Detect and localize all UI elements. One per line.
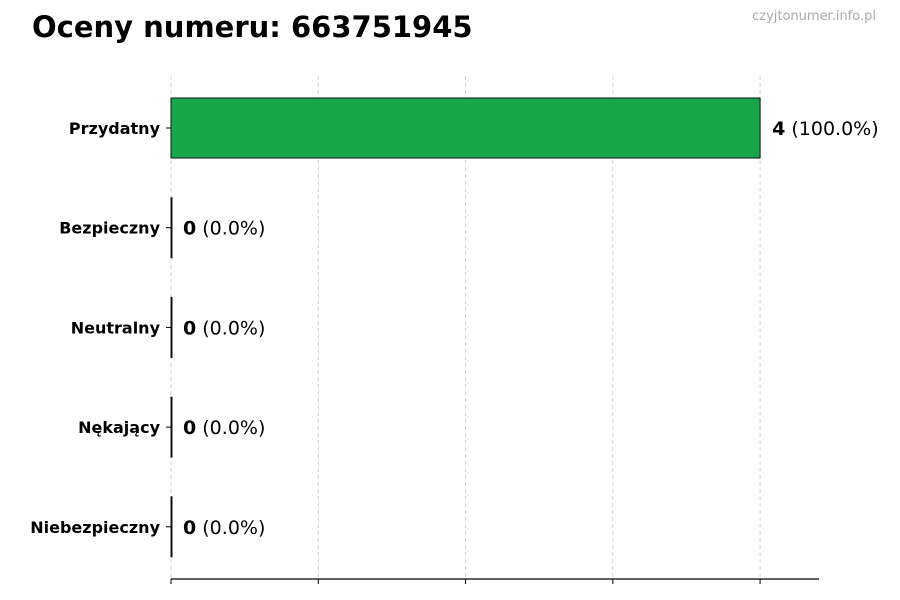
category-label: Przydatny xyxy=(69,119,161,138)
watermark: czyjtonumer.info.pl xyxy=(752,9,876,24)
bar xyxy=(170,97,761,159)
percent-label: (0.0%) xyxy=(196,317,265,339)
category-label: Neutralny xyxy=(71,318,161,337)
percent-label: (0.0%) xyxy=(196,517,265,539)
data-label: 0 (0.0%) xyxy=(183,317,265,339)
percent-label: (0.0%) xyxy=(196,417,265,439)
value-label: 0 xyxy=(183,417,196,439)
data-label: 0 (0.0%) xyxy=(183,218,265,240)
chart-title: Oceny numeru: 663751945 xyxy=(32,10,473,44)
category-label: Niebezpieczny xyxy=(30,518,160,537)
bar xyxy=(170,396,173,458)
category-label: Nękający xyxy=(78,418,160,437)
bar xyxy=(170,197,173,259)
value-label: 0 xyxy=(183,517,196,539)
bar xyxy=(170,496,173,558)
percent-label: (0.0%) xyxy=(196,218,265,240)
value-label: 0 xyxy=(183,218,196,240)
category-label: Bezpieczny xyxy=(59,219,160,238)
value-label: 4 xyxy=(772,118,785,140)
percent-label: (100.0%) xyxy=(785,118,878,140)
data-label: 0 (0.0%) xyxy=(183,517,265,539)
value-label: 0 xyxy=(183,317,196,339)
data-label: 4 (100.0%) xyxy=(772,118,879,140)
bar xyxy=(170,296,173,358)
data-label: 0 (0.0%) xyxy=(183,417,265,439)
